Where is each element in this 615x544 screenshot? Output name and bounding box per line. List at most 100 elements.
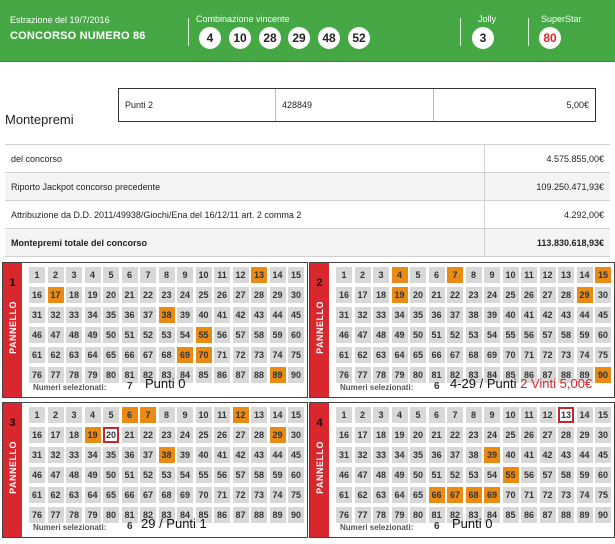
number-cell[interactable]: 28	[558, 287, 574, 303]
number-cell[interactable]: 41	[521, 447, 537, 463]
number-cell[interactable]: 11	[521, 407, 537, 423]
number-cell[interactable]: 12	[232, 407, 249, 423]
number-cell[interactable]: 55	[195, 327, 212, 343]
number-cell[interactable]: 80	[103, 367, 119, 383]
number-cell[interactable]: 88	[558, 507, 574, 523]
number-cell[interactable]: 20	[103, 287, 119, 303]
number-cell[interactable]: 46	[336, 327, 352, 343]
number-cell[interactable]: 87	[539, 507, 556, 523]
number-cell[interactable]: 83	[158, 367, 175, 383]
number-cell[interactable]: 36	[428, 307, 445, 323]
number-cell[interactable]: 29	[576, 427, 593, 443]
number-cell[interactable]: 4	[391, 407, 408, 423]
number-cell[interactable]: 14	[269, 407, 286, 423]
number-cell[interactable]: 28	[558, 427, 574, 443]
number-cell[interactable]: 51	[428, 467, 445, 483]
number-cell[interactable]: 74	[576, 487, 593, 503]
number-cell[interactable]: 9	[484, 267, 500, 283]
number-cell[interactable]: 62	[354, 487, 371, 503]
number-cell[interactable]: 32	[354, 307, 371, 323]
number-cell[interactable]: 28	[251, 427, 267, 443]
number-cell[interactable]: 67	[140, 487, 156, 503]
number-cell[interactable]: 44	[576, 307, 593, 323]
number-cell[interactable]: 85	[195, 367, 212, 383]
number-cell[interactable]: 41	[521, 307, 537, 323]
number-cell[interactable]: 83	[465, 507, 482, 523]
number-cell[interactable]: 48	[373, 327, 389, 343]
number-cell[interactable]: 3	[66, 407, 82, 423]
number-cell[interactable]: 31	[336, 307, 352, 323]
number-cell[interactable]: 13	[251, 267, 267, 283]
number-cell[interactable]: 16	[336, 427, 352, 443]
number-cell[interactable]: 31	[29, 307, 45, 323]
number-cell[interactable]: 71	[521, 347, 537, 363]
number-cell[interactable]: 6	[428, 267, 445, 283]
number-cell[interactable]: 67	[447, 487, 463, 503]
number-cell[interactable]: 68	[465, 347, 482, 363]
number-cell[interactable]: 17	[354, 427, 371, 443]
number-cell[interactable]: 84	[177, 367, 193, 383]
number-cell[interactable]: 42	[539, 307, 556, 323]
number-cell[interactable]: 2	[47, 267, 64, 283]
number-cell[interactable]: 48	[373, 467, 389, 483]
number-cell[interactable]: 56	[521, 327, 537, 343]
number-cell[interactable]: 37	[140, 307, 156, 323]
number-cell[interactable]: 86	[214, 507, 230, 523]
number-cell[interactable]: 46	[29, 467, 45, 483]
number-cell[interactable]: 1	[336, 407, 352, 423]
number-cell[interactable]: 3	[373, 267, 389, 283]
number-cell[interactable]: 13	[558, 267, 574, 283]
number-cell[interactable]: 12	[539, 267, 556, 283]
number-cell[interactable]: 78	[66, 507, 82, 523]
number-cell[interactable]: 13	[251, 407, 267, 423]
number-cell[interactable]: 62	[47, 487, 64, 503]
number-cell[interactable]: 19	[391, 427, 408, 443]
number-cell[interactable]: 28	[251, 287, 267, 303]
number-cell[interactable]: 75	[595, 487, 611, 503]
number-cell[interactable]: 18	[373, 427, 389, 443]
number-cell[interactable]: 45	[288, 447, 304, 463]
number-cell[interactable]: 42	[232, 307, 249, 323]
number-cell[interactable]: 47	[47, 467, 64, 483]
number-cell[interactable]: 64	[84, 487, 101, 503]
number-cell[interactable]: 57	[539, 467, 556, 483]
number-cell[interactable]: 46	[336, 467, 352, 483]
number-cell[interactable]: 90	[288, 507, 304, 523]
number-cell[interactable]: 82	[140, 367, 156, 383]
number-cell[interactable]: 23	[465, 287, 482, 303]
number-cell[interactable]: 66	[428, 487, 445, 503]
number-cell[interactable]: 74	[576, 347, 593, 363]
number-cell[interactable]: 54	[484, 327, 500, 343]
number-cell[interactable]: 79	[391, 507, 408, 523]
number-cell[interactable]: 53	[465, 327, 482, 343]
number-cell[interactable]: 44	[269, 447, 286, 463]
number-cell[interactable]: 49	[391, 467, 408, 483]
number-cell[interactable]: 60	[595, 327, 611, 343]
number-cell[interactable]: 22	[447, 427, 463, 443]
number-cell[interactable]: 29	[576, 287, 593, 303]
number-cell[interactable]: 18	[66, 427, 82, 443]
number-cell[interactable]: 70	[195, 487, 212, 503]
number-cell[interactable]: 60	[288, 467, 304, 483]
number-cell[interactable]: 52	[447, 467, 463, 483]
number-cell[interactable]: 70	[502, 347, 519, 363]
number-cell[interactable]: 61	[29, 347, 45, 363]
number-cell[interactable]: 11	[214, 407, 230, 423]
number-cell[interactable]: 65	[103, 347, 119, 363]
number-cell[interactable]: 44	[269, 307, 286, 323]
number-cell[interactable]: 10	[502, 267, 519, 283]
number-cell[interactable]: 45	[595, 307, 611, 323]
number-cell[interactable]: 36	[121, 447, 138, 463]
number-cell[interactable]: 45	[595, 447, 611, 463]
number-cell[interactable]: 58	[558, 327, 574, 343]
number-cell[interactable]: 16	[336, 287, 352, 303]
number-cell[interactable]: 4	[84, 267, 101, 283]
number-cell[interactable]: 32	[47, 447, 64, 463]
number-cell[interactable]: 39	[484, 447, 500, 463]
number-cell[interactable]: 41	[214, 447, 230, 463]
number-cell[interactable]: 63	[66, 347, 82, 363]
number-cell[interactable]: 15	[595, 407, 611, 423]
number-cell[interactable]: 70	[195, 347, 212, 363]
number-cell[interactable]: 35	[410, 447, 426, 463]
number-cell[interactable]: 80	[410, 507, 426, 523]
